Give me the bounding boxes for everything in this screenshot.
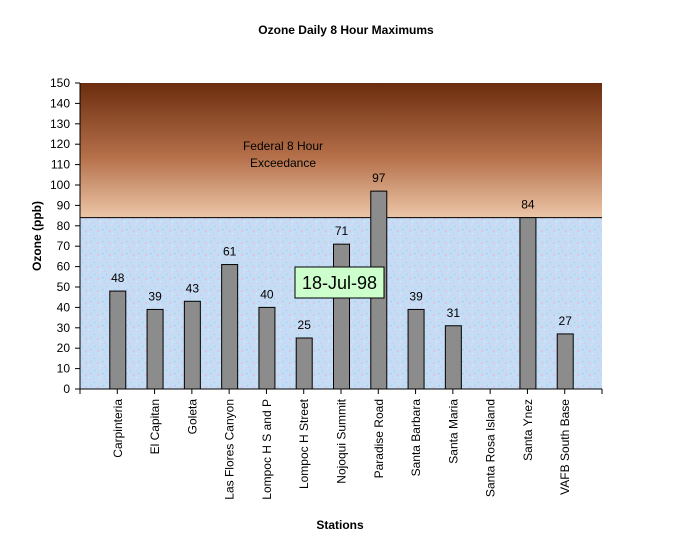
category-label: Goleta	[185, 399, 199, 435]
date-label: 18-Jul-98	[302, 273, 377, 293]
category-label: Santa Ynez	[521, 399, 535, 461]
bar-vafb-south-base	[556, 333, 574, 390]
bar-santa-maria	[444, 325, 462, 390]
y-tick-label: 20	[57, 341, 71, 355]
bar-santa-barbara	[407, 308, 425, 390]
y-tick-label: 130	[50, 117, 70, 131]
bar-el-capitan	[146, 308, 164, 390]
data-labels-group: 48 39 43 61 40 25 71 97 39 31 84 27	[111, 171, 572, 332]
data-label: 71	[335, 224, 349, 238]
bar-nojoqui-summit	[333, 243, 350, 390]
exceedance-label-line2: Exceedance	[250, 156, 316, 170]
category-label: Santa Rosa Island	[484, 399, 498, 497]
y-tick-label: 70	[57, 239, 71, 253]
y-tick-label: 60	[57, 260, 71, 274]
y-tick-label: 150	[50, 76, 70, 90]
data-label: 39	[148, 289, 162, 303]
bar-goleta	[183, 300, 201, 390]
category-label: VAFB South Base	[558, 399, 572, 495]
exceedance-zone	[80, 83, 602, 218]
exceedance-label-line1: Federal 8 Hour	[243, 139, 323, 153]
y-tick-label: 10	[57, 362, 71, 376]
category-label: Santa Maria	[446, 399, 460, 464]
category-label: Lompoc H S and P	[260, 399, 274, 500]
y-tick-label: 40	[57, 300, 71, 314]
x-ticks-group	[79, 389, 603, 394]
category-label: Nojoqui Summit	[335, 398, 349, 483]
bar-las-flores-canyon	[221, 264, 239, 390]
data-label: 27	[559, 314, 573, 328]
y-tick-label: 30	[57, 321, 71, 335]
data-label: 39	[409, 289, 423, 303]
y-tick-label: 100	[50, 178, 70, 192]
category-label: Lompoc H Street	[297, 398, 311, 489]
category-label: Las Flores Canyon	[223, 399, 237, 500]
bars-group	[109, 190, 574, 390]
bar-lompoc-h-street	[295, 337, 313, 390]
data-label: 97	[372, 171, 386, 185]
y-ticks-group: 0 10 20 30 40 50 60 70 80 90 100 110 120 130 140 150	[50, 76, 80, 396]
data-label: 31	[447, 306, 461, 320]
data-label: 48	[111, 271, 125, 285]
y-tick-label: 0	[63, 382, 70, 396]
category-labels-group: Carpinteria El Capitan Goleta Las Flores Ca…	[111, 398, 572, 499]
date-box	[294, 266, 385, 299]
y-tick-label: 140	[50, 96, 70, 110]
y-tick-label: 80	[57, 219, 71, 233]
bar-santa-ynez	[519, 217, 537, 390]
data-label: 40	[260, 287, 274, 301]
category-label: El Capitan	[148, 399, 162, 454]
category-label: Paradise Road	[372, 399, 386, 478]
category-label: Santa Barbara	[409, 399, 423, 477]
y-tick-label: 90	[57, 198, 71, 212]
data-label: 84	[521, 198, 535, 212]
data-label: 61	[223, 245, 237, 259]
x-axis-title: Stations	[316, 518, 364, 532]
y-tick-label: 120	[50, 137, 70, 151]
chart-title: Ozone Daily 8 Hour Maximums	[258, 23, 434, 37]
y-tick-label: 110	[51, 158, 70, 172]
bar-lompoc-h-s-and-p	[258, 306, 276, 390]
y-tick-label: 50	[57, 280, 71, 294]
category-label: Carpinteria	[111, 399, 125, 458]
y-axis-title: Ozone (ppb)	[30, 201, 44, 271]
bar-carpinteria	[109, 290, 127, 390]
data-label: 43	[186, 281, 200, 295]
data-label: 25	[298, 318, 312, 332]
